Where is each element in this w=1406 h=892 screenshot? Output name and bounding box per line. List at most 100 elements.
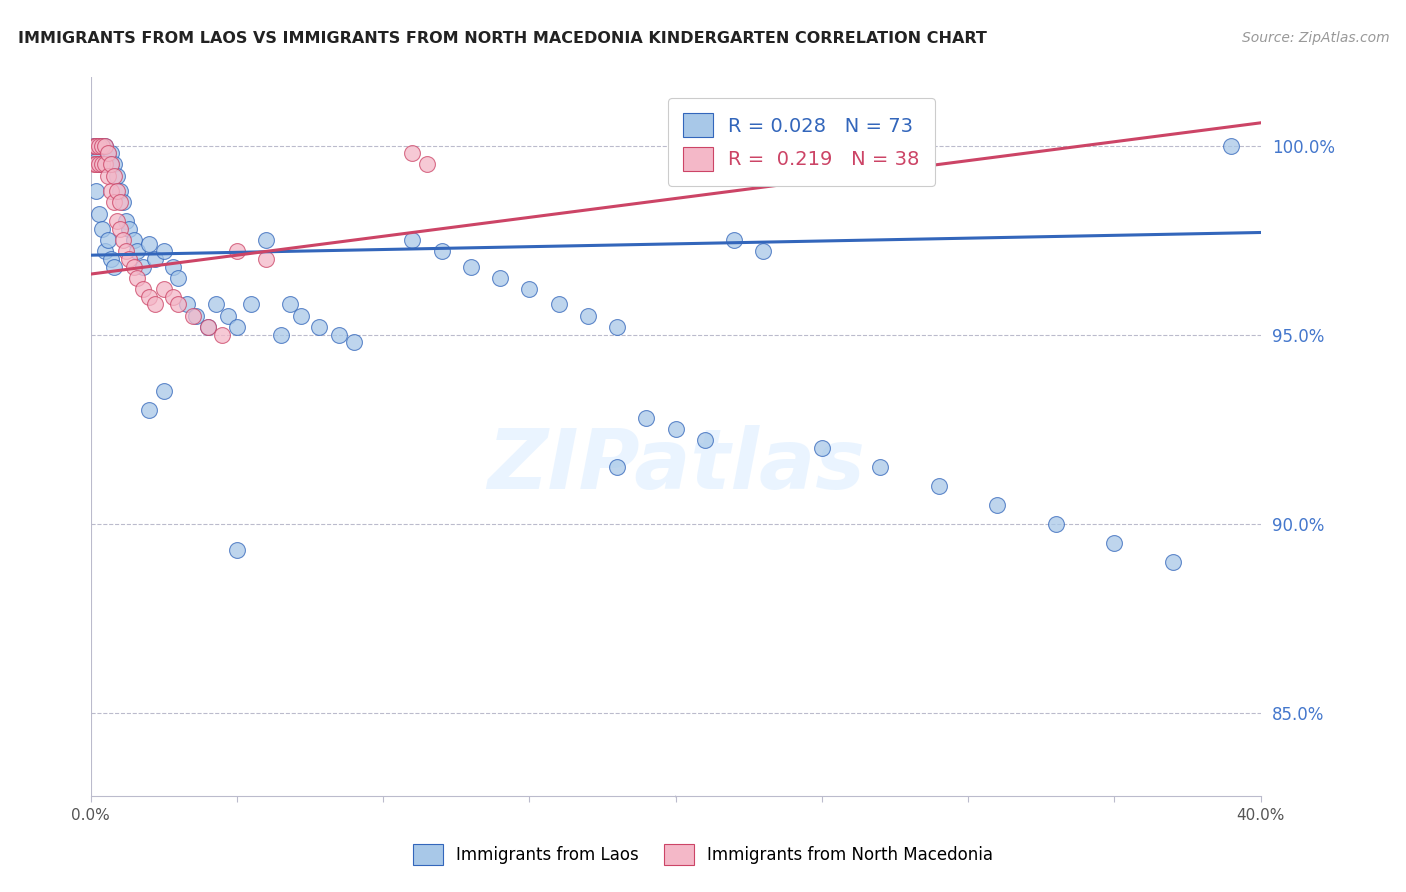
Point bbox=[91, 157, 114, 171]
Point bbox=[89, 157, 111, 171]
Point bbox=[162, 260, 184, 274]
Point bbox=[811, 441, 834, 455]
Point bbox=[225, 244, 247, 259]
Point bbox=[152, 384, 174, 399]
Point bbox=[94, 138, 117, 153]
Point bbox=[105, 169, 128, 183]
Point bbox=[108, 195, 131, 210]
Point bbox=[606, 460, 628, 475]
Point bbox=[83, 138, 105, 153]
Point bbox=[91, 221, 114, 235]
Text: ZIPatlas: ZIPatlas bbox=[486, 425, 865, 506]
Point bbox=[127, 271, 149, 285]
Point bbox=[211, 327, 233, 342]
Point bbox=[1104, 535, 1126, 549]
Point bbox=[114, 244, 136, 259]
Point bbox=[184, 309, 207, 323]
Point bbox=[86, 138, 108, 153]
Point bbox=[86, 153, 108, 168]
Point bbox=[576, 309, 599, 323]
Point bbox=[197, 320, 219, 334]
Point bbox=[100, 157, 122, 171]
Point bbox=[114, 214, 136, 228]
Point bbox=[94, 138, 117, 153]
Point bbox=[86, 138, 108, 153]
Point bbox=[636, 410, 658, 425]
Point bbox=[91, 157, 114, 171]
Point bbox=[986, 498, 1008, 512]
Point bbox=[94, 157, 117, 171]
Point bbox=[401, 146, 423, 161]
Point bbox=[97, 233, 120, 247]
Point bbox=[519, 282, 541, 296]
Point bbox=[103, 169, 125, 183]
Point bbox=[1220, 138, 1243, 153]
Point bbox=[83, 157, 105, 171]
Point bbox=[103, 195, 125, 210]
Point bbox=[89, 157, 111, 171]
Point bbox=[86, 157, 108, 171]
Point bbox=[167, 271, 190, 285]
Point bbox=[606, 320, 628, 334]
Point bbox=[176, 297, 198, 311]
Point bbox=[205, 297, 228, 311]
Point bbox=[89, 138, 111, 153]
Point bbox=[86, 184, 108, 198]
Point bbox=[928, 479, 950, 493]
Point bbox=[181, 309, 204, 323]
Point bbox=[278, 297, 301, 311]
Point bbox=[197, 320, 219, 334]
Point bbox=[124, 233, 146, 247]
Point bbox=[328, 327, 350, 342]
Point bbox=[91, 138, 114, 153]
Point bbox=[693, 434, 716, 448]
Point bbox=[132, 282, 155, 296]
Point bbox=[100, 146, 122, 161]
Point bbox=[869, 460, 891, 475]
Point bbox=[105, 214, 128, 228]
Point bbox=[94, 157, 117, 171]
Point bbox=[83, 138, 105, 153]
Point bbox=[127, 244, 149, 259]
Point bbox=[308, 320, 330, 334]
Point bbox=[143, 297, 166, 311]
Point bbox=[97, 146, 120, 161]
Point bbox=[138, 403, 160, 417]
Point bbox=[100, 157, 122, 171]
Point bbox=[254, 233, 277, 247]
Point bbox=[94, 244, 117, 259]
Point bbox=[752, 244, 775, 259]
Legend: Immigrants from Laos, Immigrants from North Macedonia: Immigrants from Laos, Immigrants from No… bbox=[405, 836, 1001, 873]
Point bbox=[254, 252, 277, 266]
Point bbox=[167, 297, 190, 311]
Point bbox=[97, 169, 120, 183]
Point bbox=[138, 236, 160, 251]
Point bbox=[343, 335, 366, 350]
Point bbox=[270, 327, 292, 342]
Point bbox=[97, 146, 120, 161]
Point bbox=[117, 221, 139, 235]
Point bbox=[430, 244, 453, 259]
Point bbox=[117, 252, 139, 266]
Point bbox=[89, 138, 111, 153]
Point bbox=[665, 422, 688, 436]
Point bbox=[547, 297, 569, 311]
Point bbox=[83, 146, 105, 161]
Point bbox=[132, 260, 155, 274]
Point bbox=[401, 233, 423, 247]
Point bbox=[103, 260, 125, 274]
Point bbox=[124, 260, 146, 274]
Point bbox=[138, 290, 160, 304]
Point bbox=[105, 184, 128, 198]
Point bbox=[217, 309, 239, 323]
Point bbox=[108, 184, 131, 198]
Point bbox=[1161, 554, 1184, 568]
Point bbox=[108, 221, 131, 235]
Text: Source: ZipAtlas.com: Source: ZipAtlas.com bbox=[1241, 31, 1389, 45]
Point bbox=[100, 252, 122, 266]
Point bbox=[1045, 516, 1067, 531]
Point bbox=[152, 282, 174, 296]
Point bbox=[100, 184, 122, 198]
Point bbox=[162, 290, 184, 304]
Point bbox=[143, 252, 166, 266]
